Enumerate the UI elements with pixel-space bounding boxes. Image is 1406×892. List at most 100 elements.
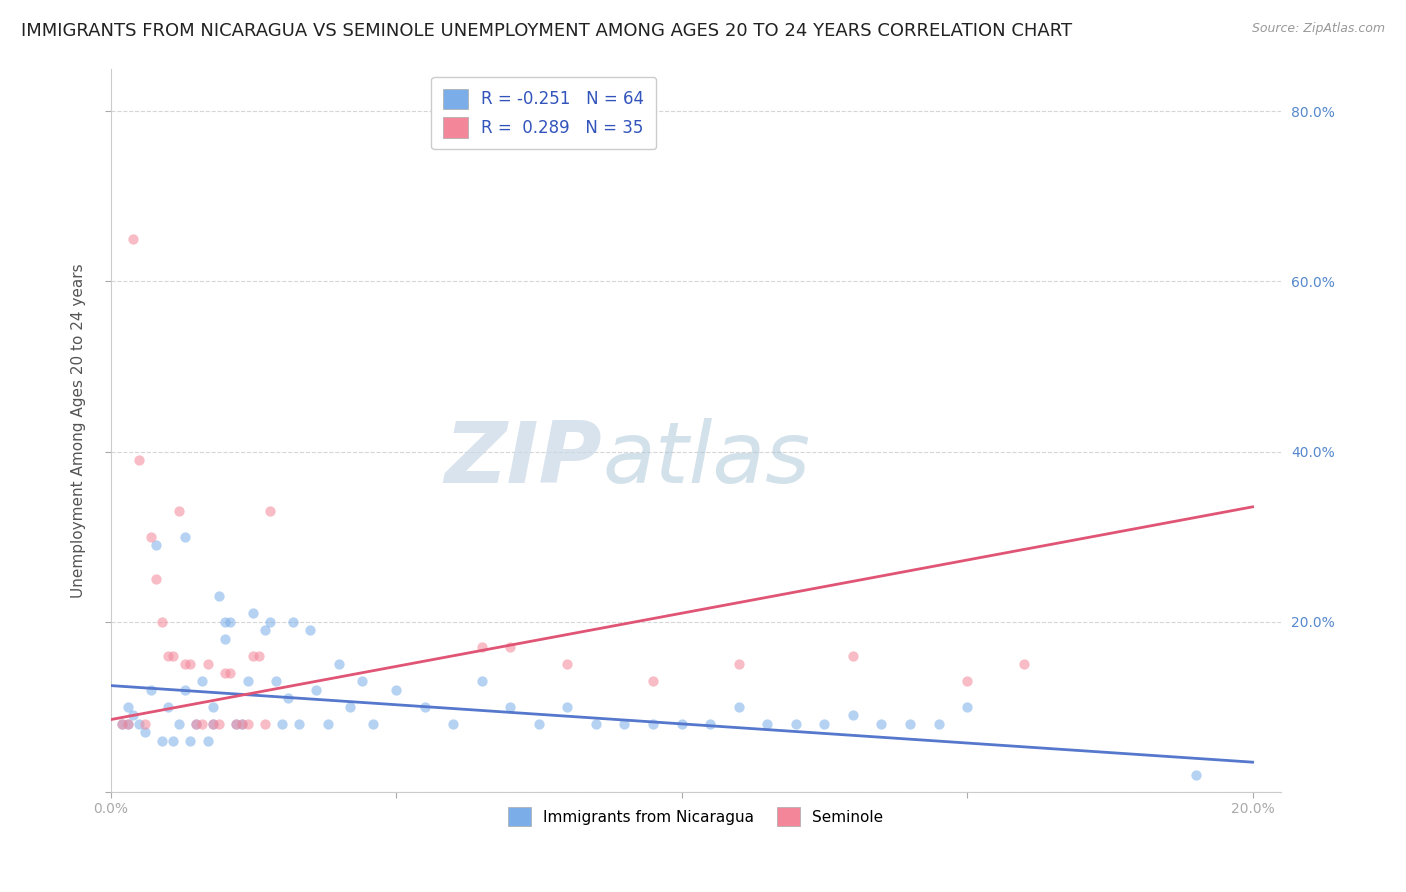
Point xyxy=(727,657,749,672)
Point xyxy=(242,648,264,663)
Point xyxy=(225,717,247,731)
Point xyxy=(134,717,156,731)
Point xyxy=(214,632,236,646)
Point xyxy=(898,717,921,731)
Legend: Immigrants from Nicaragua, Seminole: Immigrants from Nicaragua, Seminole xyxy=(499,798,893,835)
Point xyxy=(727,699,749,714)
Point xyxy=(179,657,201,672)
Y-axis label: Unemployment Among Ages 20 to 24 years: Unemployment Among Ages 20 to 24 years xyxy=(72,263,86,598)
Point xyxy=(641,674,664,689)
Point xyxy=(122,708,145,723)
Point xyxy=(219,615,242,629)
Point xyxy=(139,530,162,544)
Point xyxy=(527,717,550,731)
Point xyxy=(613,717,636,731)
Point xyxy=(150,615,173,629)
Point xyxy=(162,734,184,748)
Point xyxy=(277,691,299,706)
Point xyxy=(167,504,190,518)
Point xyxy=(870,717,893,731)
Point xyxy=(1184,768,1206,782)
Point xyxy=(236,717,259,731)
Point xyxy=(247,648,270,663)
Point xyxy=(288,717,311,731)
Point xyxy=(253,624,276,638)
Point xyxy=(813,717,835,731)
Point xyxy=(671,717,693,731)
Point xyxy=(259,615,281,629)
Point xyxy=(385,682,408,697)
Point xyxy=(471,674,494,689)
Point xyxy=(202,699,225,714)
Point xyxy=(197,734,219,748)
Point xyxy=(111,717,134,731)
Point xyxy=(128,453,150,467)
Point xyxy=(956,699,979,714)
Point xyxy=(173,682,195,697)
Point xyxy=(236,674,259,689)
Point xyxy=(283,615,305,629)
Point xyxy=(208,717,231,731)
Point xyxy=(1012,657,1035,672)
Point xyxy=(253,717,276,731)
Point xyxy=(145,538,167,552)
Point xyxy=(111,717,134,731)
Text: IMMIGRANTS FROM NICARAGUA VS SEMINOLE UNEMPLOYMENT AMONG AGES 20 TO 24 YEARS COR: IMMIGRANTS FROM NICARAGUA VS SEMINOLE UN… xyxy=(21,22,1073,40)
Point xyxy=(139,682,162,697)
Point xyxy=(122,232,145,246)
Point xyxy=(699,717,721,731)
Point xyxy=(173,657,195,672)
Point xyxy=(197,657,219,672)
Point xyxy=(299,624,322,638)
Point xyxy=(186,717,208,731)
Point xyxy=(156,699,179,714)
Point xyxy=(499,640,522,655)
Point xyxy=(191,674,214,689)
Text: Source: ZipAtlas.com: Source: ZipAtlas.com xyxy=(1251,22,1385,36)
Point xyxy=(191,717,214,731)
Point xyxy=(756,717,779,731)
Point xyxy=(231,717,253,731)
Point xyxy=(928,717,950,731)
Point xyxy=(173,530,195,544)
Point xyxy=(557,699,579,714)
Point xyxy=(117,699,139,714)
Point xyxy=(214,615,236,629)
Point xyxy=(117,717,139,731)
Point xyxy=(186,717,208,731)
Point xyxy=(150,734,173,748)
Point xyxy=(128,717,150,731)
Point xyxy=(202,717,225,731)
Point xyxy=(557,657,579,672)
Point xyxy=(471,640,494,655)
Point xyxy=(145,572,167,586)
Point xyxy=(413,699,436,714)
Point xyxy=(641,717,664,731)
Point xyxy=(328,657,350,672)
Point xyxy=(214,665,236,680)
Text: atlas: atlas xyxy=(602,417,810,500)
Point xyxy=(785,717,807,731)
Point xyxy=(162,648,184,663)
Point xyxy=(339,699,361,714)
Text: ZIP: ZIP xyxy=(444,417,602,500)
Point xyxy=(264,674,287,689)
Point xyxy=(231,717,253,731)
Point xyxy=(361,717,384,731)
Point xyxy=(270,717,292,731)
Point xyxy=(167,717,190,731)
Point xyxy=(225,717,247,731)
Point xyxy=(202,717,225,731)
Point xyxy=(316,717,339,731)
Point xyxy=(842,648,865,663)
Point xyxy=(259,504,281,518)
Point xyxy=(441,717,464,731)
Point xyxy=(842,708,865,723)
Point xyxy=(208,589,231,603)
Point xyxy=(179,734,201,748)
Point xyxy=(134,725,156,739)
Point xyxy=(156,648,179,663)
Point xyxy=(585,717,607,731)
Point xyxy=(242,606,264,620)
Point xyxy=(117,717,139,731)
